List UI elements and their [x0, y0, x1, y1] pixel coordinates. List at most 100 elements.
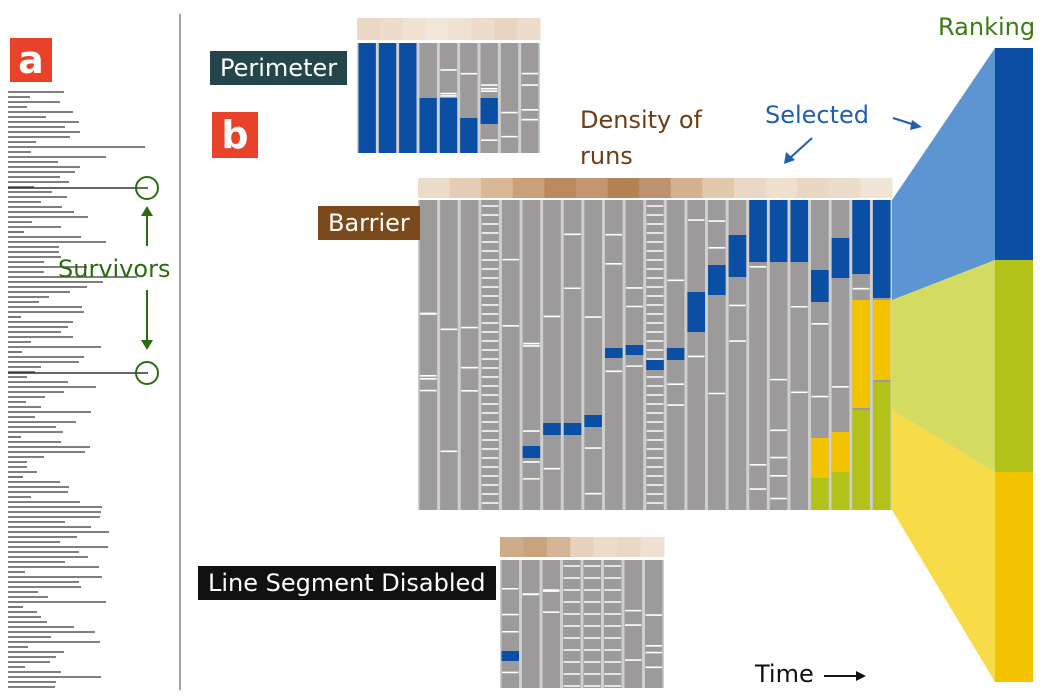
- run-block: [872, 300, 891, 380]
- panel-b-badge: b: [212, 112, 258, 158]
- run-block: [439, 98, 458, 153]
- run-block: [769, 200, 788, 262]
- perimeter-density-strip: [448, 18, 472, 40]
- run-block: [460, 118, 478, 153]
- barrier-density-strip: [449, 178, 482, 198]
- density-label-line1: Density of: [580, 106, 703, 134]
- ranking-bar-olive: [995, 260, 1033, 472]
- barrier-density-strip: [639, 178, 672, 198]
- segment-density-strip: [570, 537, 595, 557]
- run-block: [378, 43, 397, 153]
- ranking-label: Ranking: [938, 13, 1036, 41]
- barrier-density-strip: [828, 178, 861, 198]
- barrier-density-strip: [607, 178, 640, 198]
- survivor-circle: [135, 176, 159, 200]
- run-block: [419, 98, 437, 153]
- run-column: [708, 200, 726, 510]
- line-segment-disabled-label: Line Segment Disabled: [198, 566, 496, 600]
- run-block: [749, 200, 767, 262]
- survivor-circle: [135, 361, 159, 385]
- ranking-bars: [995, 48, 1033, 682]
- run-column: [604, 560, 622, 688]
- run-block: [708, 265, 726, 295]
- run-block: [831, 472, 850, 510]
- barrier-density-strip: [418, 178, 451, 198]
- run-block: [831, 432, 850, 472]
- run-column: [749, 200, 767, 510]
- run-column: [584, 200, 602, 510]
- barrier-density-strip: [860, 178, 893, 198]
- survivor-markers: [8, 176, 159, 385]
- perimeter-label: Perimeter: [210, 51, 348, 85]
- barrier-label: Barrier: [318, 206, 420, 240]
- perimeter-density-strip: [494, 18, 518, 40]
- run-block: [584, 415, 602, 427]
- flow-olive: [892, 260, 995, 472]
- barrier-grid: [418, 178, 893, 510]
- run-column: [646, 200, 664, 510]
- run-column: [501, 560, 519, 688]
- run-column: [500, 43, 519, 153]
- run-column: [542, 560, 560, 688]
- run-block: [358, 43, 376, 153]
- selected-arrow-down: [789, 137, 813, 159]
- run-block: [604, 348, 623, 358]
- run-block: [790, 200, 809, 262]
- barrier-density-strip: [481, 178, 514, 198]
- barrier-density-strip: [734, 178, 767, 198]
- run-column: [543, 200, 561, 510]
- run-block: [480, 98, 498, 124]
- perimeter-density-strip: [517, 18, 541, 40]
- run-column: [522, 200, 541, 510]
- barrier-density-strip: [512, 178, 545, 198]
- flow-selected: [892, 48, 995, 300]
- panel-a-badge: a: [10, 38, 52, 82]
- run-block: [543, 423, 561, 435]
- density-label-line2: runs: [580, 142, 633, 170]
- time-label: Time: [755, 660, 814, 688]
- barrier-density-strip: [670, 178, 703, 198]
- barrier-density-strip: [702, 178, 735, 198]
- perimeter-density-strip: [471, 18, 495, 40]
- run-block: [811, 270, 829, 302]
- run-block: [687, 292, 706, 332]
- run-block: [852, 300, 870, 408]
- run-block: [728, 235, 747, 277]
- selected-label: Selected: [765, 101, 870, 129]
- segment-density-strip: [500, 537, 524, 557]
- ranking-flows: [892, 48, 995, 682]
- run-column: [501, 200, 520, 510]
- run-column: [645, 560, 663, 688]
- run-column: [728, 200, 747, 510]
- flow-yellow: [892, 410, 995, 682]
- survivors-arrowhead-up: [141, 206, 153, 216]
- barrier-density-strip: [765, 178, 798, 198]
- run-column: [583, 560, 601, 688]
- perimeter-density-strip: [379, 18, 404, 40]
- run-block: [501, 651, 519, 661]
- run-column: [440, 200, 458, 510]
- run-column: [522, 560, 540, 688]
- run-block: [811, 438, 829, 478]
- barrier-density-strip: [797, 178, 830, 198]
- run-block: [872, 200, 891, 298]
- run-length-lines: [8, 91, 145, 688]
- run-column: [521, 43, 539, 153]
- run-block: [625, 345, 644, 355]
- run-block: [831, 238, 850, 278]
- run-column: [563, 560, 581, 688]
- run-block: [811, 478, 829, 510]
- ranking-bar-yellow: [995, 472, 1033, 682]
- run-column: [790, 200, 809, 510]
- line-segment-grid: [500, 537, 665, 688]
- run-block: [852, 200, 870, 274]
- segment-density-strip: [593, 537, 618, 557]
- run-block: [522, 446, 541, 458]
- run-block: [563, 423, 582, 435]
- run-block: [646, 360, 664, 370]
- segment-density-strip: [617, 537, 642, 557]
- selected-arrowhead-down: [784, 152, 795, 164]
- ranking-bar-selected: [995, 48, 1033, 260]
- survivors-arrowhead-down: [141, 340, 153, 350]
